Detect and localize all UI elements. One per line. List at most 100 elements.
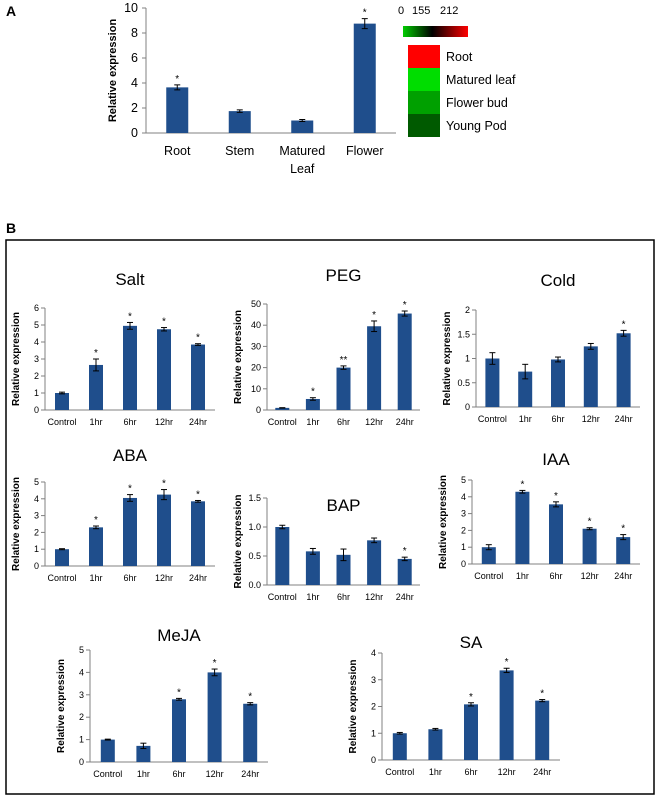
bar-1hr (515, 491, 530, 564)
bar-24hr (535, 700, 550, 760)
x-tick-label: Control (47, 573, 76, 583)
y-tick-label: 0 (34, 405, 39, 415)
bar-12hr (367, 540, 382, 585)
significance-star: * (128, 484, 132, 495)
x-tick-label: 6hr (123, 573, 136, 583)
significance-star: * (162, 317, 166, 328)
significance-star: * (520, 479, 524, 490)
y-tick-label: 0 (465, 402, 470, 412)
x-tick-label: 24hr (615, 414, 633, 424)
y-axis-label: Relative expression (233, 495, 244, 589)
y-tick-label: 5 (79, 645, 84, 655)
y-tick-label: 1.5 (248, 493, 261, 503)
legend-label: Young Pod (446, 119, 507, 133)
y-tick-label: 5 (34, 320, 39, 330)
bar-24hr (616, 333, 631, 407)
bar-24hr (397, 558, 412, 585)
significance-star: * (540, 689, 544, 700)
y-tick-label: 3 (371, 675, 376, 685)
y-tick-label: 0 (79, 757, 84, 767)
y-tick-label: 2 (371, 702, 376, 712)
y-tick-label: 2 (34, 527, 39, 537)
bar-Root (166, 87, 189, 133)
x-tick-label: Leaf (290, 162, 315, 176)
bar-Flower (353, 23, 376, 133)
y-tick-label: 40 (251, 320, 261, 330)
bar-12hr (583, 346, 598, 407)
x-tick-label: 12hr (582, 414, 600, 424)
heatmap-legend: 0 155 212 Root Matured leaf Flower bud Youn… (398, 5, 516, 137)
significance-star: * (196, 489, 200, 500)
significance-star: * (311, 387, 315, 398)
y-tick-label: 4 (461, 492, 466, 502)
x-tick-label: 24hr (533, 767, 551, 777)
chart-tissue: 0 2 4 6 8 10 Relative expression * Root Stem Matur… (107, 1, 396, 176)
x-tick-label: Control (47, 417, 76, 427)
x-tick-label: 1hr (89, 573, 102, 583)
legend-label: Flower bud (446, 96, 508, 110)
legend-entries: Root Matured leaf Flower bud Young Pod (408, 45, 516, 137)
y-tick-label: 0.0 (248, 580, 261, 590)
significance-star: * (94, 515, 98, 526)
y-axis-label: Relative expression (438, 475, 449, 569)
y-tick-label: 4 (34, 494, 39, 504)
y-axis-label: Relative expression (442, 312, 453, 406)
bar-12hr (157, 494, 171, 566)
scale-label-min: 0 (398, 5, 404, 17)
legend-swatch (408, 45, 440, 68)
y-tick-label: 3 (34, 354, 39, 364)
x-tick-label: 24hr (189, 573, 207, 583)
x-tick-label: 6hr (172, 769, 185, 779)
x-tick-label: 6hr (123, 417, 136, 427)
bar-6hr (123, 325, 137, 410)
chart-cold: Cold 0 0.5 1 1.5 2 Relative expression Control 1… (442, 271, 640, 424)
x-tick-label: 1hr (306, 417, 319, 427)
chart-salt: Salt 0 1 2 3 4 5 6 Relative expression Control * 1h… (11, 270, 215, 427)
significance-star: * (403, 546, 407, 557)
y-tick-label: 5 (461, 475, 466, 485)
bar-12hr (367, 326, 382, 410)
y-tick-label: 3 (79, 690, 84, 700)
y-tick-label: 3 (34, 511, 39, 521)
significance-star: * (248, 692, 252, 703)
scale-label-mid: 155 (412, 5, 430, 17)
bar-24hr (191, 344, 205, 410)
x-tick-label: Control (478, 414, 507, 424)
significance-star: * (372, 310, 376, 321)
bar-Control (485, 358, 500, 407)
x-tick-label: Flower (346, 144, 384, 158)
x-tick-label: 6hr (337, 417, 350, 427)
chart-title: ABA (113, 446, 148, 465)
x-tick-label: 24hr (241, 769, 259, 779)
panel-b-letter: B (6, 220, 16, 236)
x-tick-label: Control (268, 592, 297, 602)
bar-Control (55, 393, 69, 410)
bar-6hr (551, 359, 565, 407)
chart-title: IAA (542, 450, 570, 469)
y-tick-label: 2 (34, 371, 39, 381)
y-tick-label: 0.5 (248, 551, 261, 561)
significance-star: * (403, 300, 407, 311)
bar-Control (55, 549, 69, 566)
significance-star: * (162, 479, 166, 490)
x-tick-label: Root (164, 144, 191, 158)
bar-Control (275, 407, 290, 410)
y-tick-label: 6 (131, 51, 138, 65)
legend-label: Matured leaf (446, 73, 516, 87)
legend-label: Root (446, 50, 473, 64)
y-tick-label: 2 (461, 525, 466, 535)
x-tick-label: 24hr (396, 417, 414, 427)
x-tick-label: 24hr (189, 417, 207, 427)
bar-1hr (136, 745, 151, 762)
y-tick-label: 4 (79, 667, 84, 677)
y-tick-label: 20 (251, 363, 261, 373)
panel-a-letter: A (6, 3, 16, 19)
chart-title: MeJA (157, 626, 201, 645)
bar-1hr (428, 729, 443, 760)
bar-6hr (123, 497, 137, 566)
y-tick-label: 1 (34, 544, 39, 554)
y-tick-label: 2 (465, 305, 470, 315)
y-tick-label: 1 (465, 354, 470, 364)
y-axis-label: Relative expression (11, 477, 22, 571)
